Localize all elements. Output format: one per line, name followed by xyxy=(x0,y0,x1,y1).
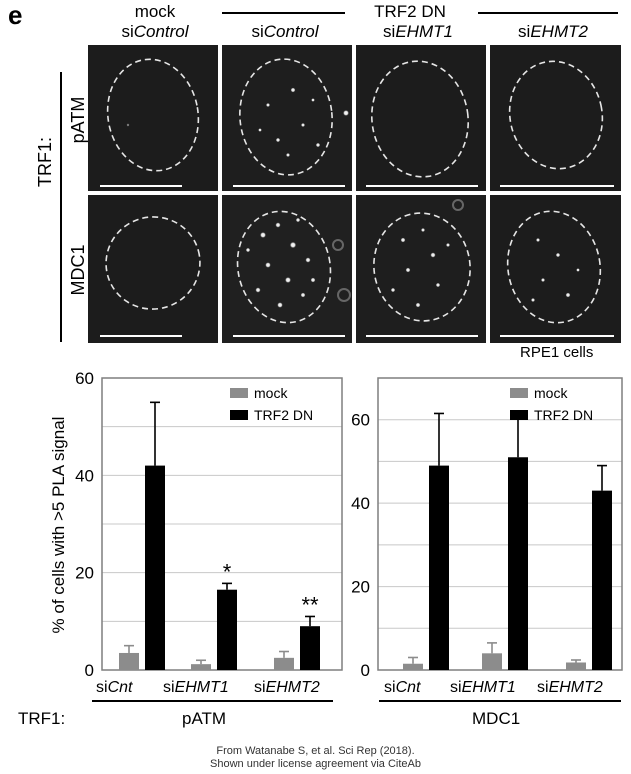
header-group-label: TRF2 DN xyxy=(374,2,446,21)
panel-letter: e xyxy=(8,0,23,30)
bar-trf2-dn xyxy=(429,465,449,670)
x-tick-left-2: siEHMT2 xyxy=(254,679,320,696)
legend-swatch-mock xyxy=(510,388,528,398)
bar-trf2-dn xyxy=(592,490,612,670)
group-line-right xyxy=(379,700,621,702)
micrograph-mdc1-mock xyxy=(88,195,218,343)
header-col1: siControl xyxy=(121,22,189,41)
credit-line-2: Shown under license agreement via CiteAb xyxy=(210,758,421,770)
micrograph-patm-trf2-siehmt2 xyxy=(490,45,621,191)
legend-label-trf2: TRF2 DN xyxy=(254,407,313,423)
bar-trf2-dn xyxy=(300,626,320,670)
bar-mock xyxy=(482,653,502,670)
group-label-mdc1: MDC1 xyxy=(472,709,521,728)
bar-trf2-dn xyxy=(217,589,237,670)
legend-swatch-trf2 xyxy=(230,410,248,420)
header-col4: siEHMT2 xyxy=(518,22,588,41)
legend-label-trf2: TRF2 DN xyxy=(534,407,593,423)
header-group-line-right xyxy=(478,12,618,14)
legend-label-mock: mock xyxy=(254,385,288,401)
x-tick-right-2: siEHMT2 xyxy=(537,679,603,696)
header-col2: siControl xyxy=(251,22,319,41)
y-tick-label: 40 xyxy=(75,466,94,485)
legend-swatch-mock xyxy=(230,388,248,398)
y-tick-label: 20 xyxy=(351,578,370,597)
bar-trf2-dn xyxy=(508,457,528,670)
microscopy-grid xyxy=(88,45,621,343)
group-line-left xyxy=(92,700,333,702)
micrograph-patm-trf2-siehmt1 xyxy=(356,45,486,191)
x-tick-right-1: siEHMT1 xyxy=(450,679,516,696)
row-bracket-line xyxy=(60,72,62,342)
micrograph-mdc1-trf2-siehmt2 xyxy=(490,195,621,343)
micrograph-patm-mock xyxy=(88,45,218,191)
group-label-patm: pATM xyxy=(182,709,227,728)
header-col3: siEHMT1 xyxy=(383,22,453,41)
header-mock-label: mock xyxy=(134,2,176,21)
x-tick-right-0: siCnt xyxy=(384,679,421,696)
bar-mock xyxy=(566,662,586,670)
significance-mark: ** xyxy=(301,592,319,617)
y-tick-label: 60 xyxy=(75,369,94,388)
y-tick-label: 0 xyxy=(85,661,94,680)
cell-line-label: RPE1 cells xyxy=(520,344,594,361)
header-group-line-left xyxy=(222,12,345,14)
y-tick-label: 40 xyxy=(351,494,370,513)
y-tick-label: 60 xyxy=(351,411,370,430)
legend-swatch-trf2 xyxy=(510,410,528,420)
bar-mock xyxy=(403,663,423,670)
credit-line-1: From Watanabe S, et al. Sci Rep (2018). xyxy=(216,745,415,757)
x-tick-left-0: siCnt xyxy=(96,679,133,696)
row-side-label: TRF1: xyxy=(35,137,55,188)
chart-mdc1: 0 20 40 60 mock TRF2 DN xyxy=(351,377,623,680)
group-trf1-label: TRF1: xyxy=(18,709,66,728)
significance-mark: * xyxy=(223,559,232,584)
micrograph-mdc1-trf2-siehmt1 xyxy=(356,195,486,343)
micrograph-patm-trf2-sicontrol xyxy=(222,45,352,191)
x-tick-left-1: siEHMT1 xyxy=(163,679,229,696)
bar-trf2-dn xyxy=(145,465,165,670)
y-tick-label: 0 xyxy=(361,661,370,680)
bar-mock xyxy=(191,664,211,670)
bar-mock xyxy=(274,657,294,670)
micrograph-mdc1-trf2-sicontrol xyxy=(222,195,352,343)
y-tick-label: 20 xyxy=(75,564,94,583)
legend-label-mock: mock xyxy=(534,385,568,401)
bar-mock xyxy=(119,652,139,670)
